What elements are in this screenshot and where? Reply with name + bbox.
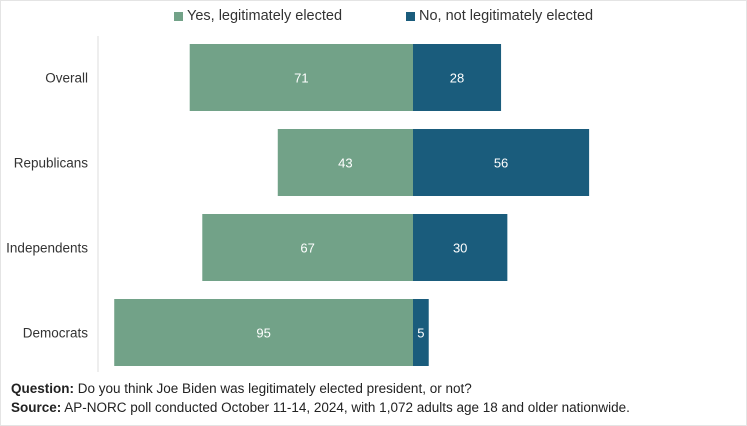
legend-label-no: No, not legitimately elected: [419, 8, 594, 24]
category-label-overall: Overall: [45, 71, 88, 86]
bar-no-overall: [413, 44, 502, 111]
data-label-yes-independents: 67: [300, 241, 314, 256]
bar-no-independents: [413, 214, 508, 281]
bar-yes-democrats: [114, 299, 413, 366]
bar-no-republicans: [413, 129, 590, 196]
legend-swatch-no: [406, 11, 415, 21]
source-note: Source: AP-NORC poll conducted October 1…: [11, 400, 630, 415]
bar-yes-overall: [189, 44, 413, 111]
legend-swatch-yes: [174, 11, 183, 21]
data-label-yes-overall: 71: [294, 71, 308, 86]
category-label-democrats: Democrats: [23, 326, 89, 341]
source-text: AP-NORC poll conducted October 11-14, 20…: [61, 400, 630, 415]
data-label-yes-republicans: 43: [338, 156, 352, 171]
question-label: Question:: [11, 381, 74, 396]
bar-yes-independents: [202, 214, 413, 281]
question-note: Question: Do you think Joe Biden was leg…: [11, 381, 472, 396]
data-label-no-overall: 28: [450, 71, 464, 86]
data-label-no-republicans: 56: [494, 156, 508, 171]
data-label-no-independents: 30: [453, 241, 467, 256]
legend-item-yes: Yes, legitimately elected: [174, 8, 342, 24]
legend-item-no: No, not legitimately elected: [406, 8, 593, 24]
source-label: Source:: [11, 400, 62, 415]
data-label-yes-democrats: 95: [256, 326, 270, 341]
bar-yes-republicans: [277, 129, 413, 196]
bar-no-democrats: [413, 299, 429, 366]
data-label-no-democrats: 5: [417, 326, 424, 341]
legend-label-yes: Yes, legitimately elected: [187, 8, 343, 24]
question-text: Do you think Joe Biden was legitimately …: [74, 381, 472, 396]
category-label-republicans: Republicans: [14, 156, 89, 171]
category-label-independents: Independents: [6, 241, 88, 256]
